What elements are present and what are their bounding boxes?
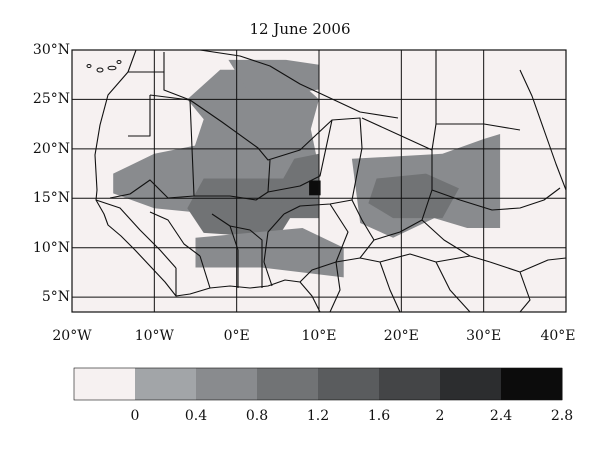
lon-tick-label: 20°W xyxy=(52,328,92,344)
lon-tick-label: 20°E xyxy=(383,328,419,344)
lat-tick-label: 25°N xyxy=(32,91,70,108)
border-cameroon-car xyxy=(335,239,471,263)
lat-tick-label: 15°N xyxy=(32,190,70,207)
lat-tick-label: 30°N xyxy=(32,42,70,58)
rain-region-3 xyxy=(187,178,303,238)
country-borders xyxy=(94,50,566,312)
rain-region-7 xyxy=(368,173,459,219)
border-algeria xyxy=(163,52,333,161)
colorbar-tick-label: 0 xyxy=(130,408,140,424)
map-frame xyxy=(71,49,567,313)
colorbar-tick-label: 0.8 xyxy=(245,408,269,424)
lon-tick-label: 10°W xyxy=(134,328,174,344)
colorbar-swatch xyxy=(440,368,502,400)
map-title: 12 June 2006 xyxy=(249,20,351,38)
border-congo xyxy=(329,261,471,312)
coastline-red-sea xyxy=(519,69,566,191)
lon-tick-label: 10°E xyxy=(301,328,337,344)
lat-tick-label: 10°N xyxy=(32,239,70,256)
coastline-west-africa xyxy=(94,50,321,312)
coastline-mediterranean xyxy=(199,50,399,119)
lat-tick-label: 5°N xyxy=(41,289,70,306)
lon-tick-label: 0°E xyxy=(223,328,250,344)
rain-region-8 xyxy=(195,228,344,278)
border-ethiopia xyxy=(489,257,566,312)
colorbar-swatch xyxy=(196,368,258,400)
colorbar xyxy=(74,368,563,400)
colorbar-frame xyxy=(73,367,563,401)
colorbar-tick-label: 1.6 xyxy=(367,408,391,424)
colorbar-swatch xyxy=(501,368,563,400)
rain-region-9 xyxy=(228,59,319,100)
border-niger xyxy=(267,117,363,215)
nile-east-border xyxy=(435,50,521,131)
lon-tick-label: 30°E xyxy=(466,328,502,344)
border-west-states xyxy=(95,199,263,296)
border-mali xyxy=(194,159,271,201)
colorbar-swatch xyxy=(379,368,441,400)
colorbar-swatch xyxy=(257,368,319,400)
colorbar-swatch xyxy=(318,368,380,400)
islands xyxy=(86,60,122,73)
colorbar-tick-label: 2.8 xyxy=(550,408,574,424)
colorbar-swatch xyxy=(74,368,136,400)
border-chad xyxy=(351,117,433,241)
colorbar-tick-label: 2.4 xyxy=(489,408,513,424)
lon-tick-label: 40°E xyxy=(540,328,576,344)
colorbar-tick-label: 1.2 xyxy=(306,408,330,424)
colorbar-swatch xyxy=(135,368,197,400)
colorbar-tick-label: 0.4 xyxy=(184,408,208,424)
rain-region-5 xyxy=(309,180,321,196)
colorbar-tick-label: 2 xyxy=(435,408,445,424)
lat-tick-label: 20°N xyxy=(32,140,70,157)
